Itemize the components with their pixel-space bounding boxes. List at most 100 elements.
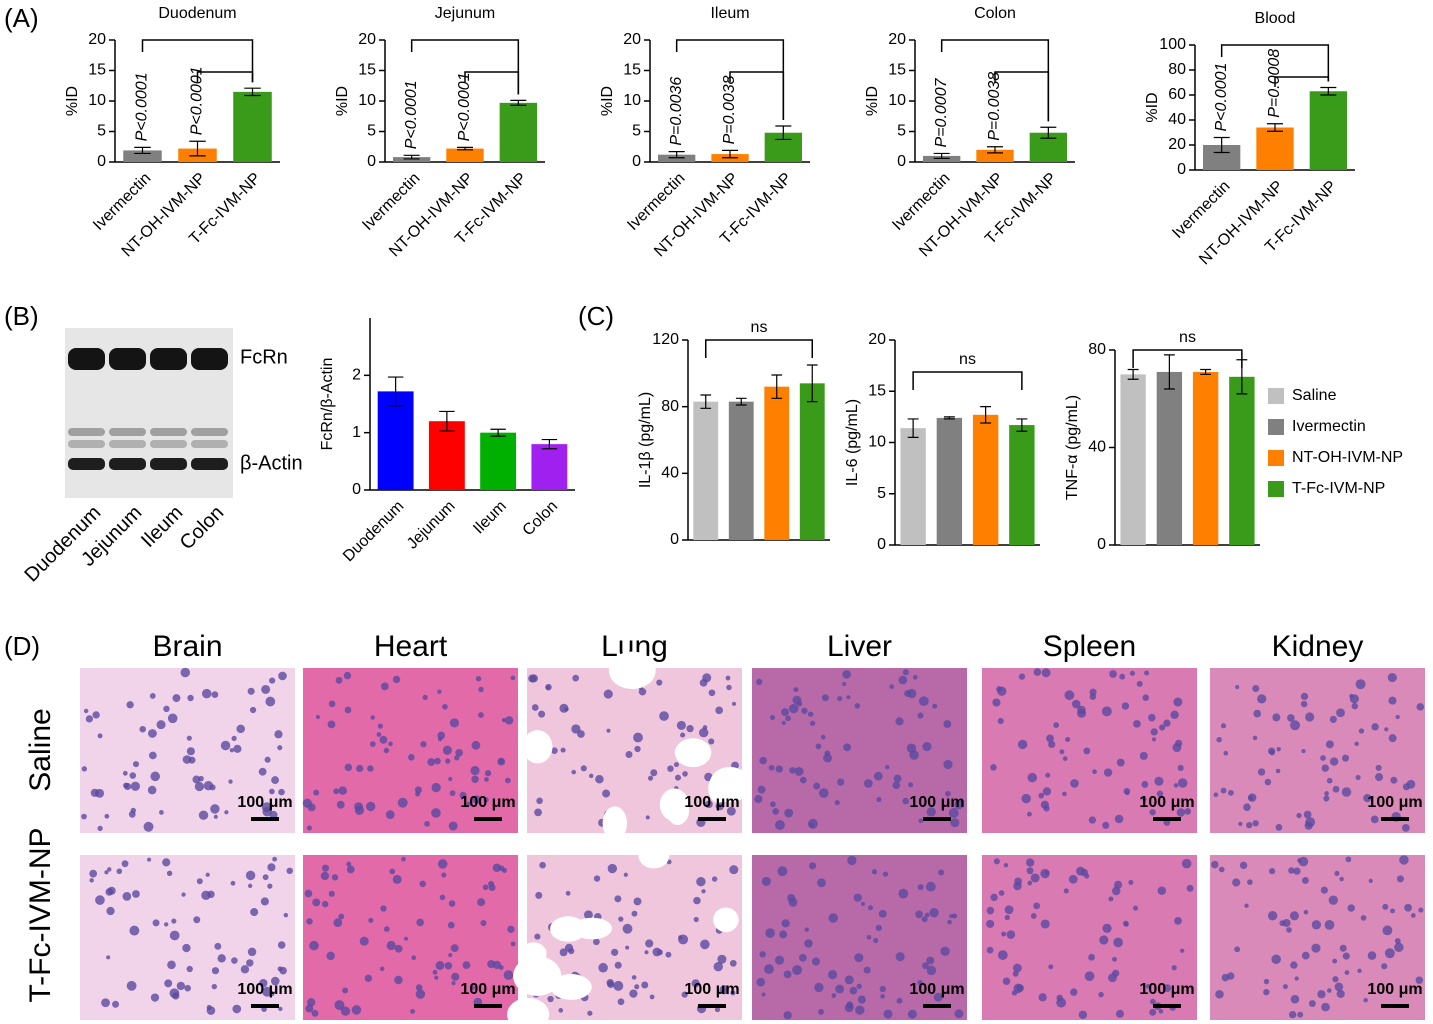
nucleus (122, 770, 128, 776)
nucleus (129, 925, 140, 936)
p-value: P<0.0001 (189, 66, 206, 135)
nucleus (657, 949, 663, 956)
nucleus (306, 825, 313, 831)
nucleus (143, 821, 154, 832)
error-bar (189, 140, 206, 157)
nucleus (837, 778, 845, 786)
nucleus (1324, 919, 1335, 930)
p-value: P=0.0007 (933, 77, 950, 147)
nucleus (1238, 821, 1243, 826)
nucleus (247, 947, 257, 957)
nucleus (1150, 728, 1158, 736)
nucleus (587, 1010, 593, 1016)
nucleus (470, 765, 480, 776)
nucleus (784, 808, 794, 818)
significance: ns (959, 351, 976, 368)
nucleus (1276, 747, 1281, 752)
nucleus (759, 951, 766, 958)
nucleus (1149, 1008, 1157, 1016)
nucleus (1184, 808, 1192, 815)
nucleus (126, 701, 134, 709)
nucleus (81, 813, 87, 820)
nucleus (1133, 719, 1141, 728)
nucleus (761, 876, 771, 886)
bracket (196, 71, 254, 83)
nucleus (875, 924, 883, 932)
nucleus (818, 788, 829, 798)
error-bar (668, 151, 685, 159)
nucleus (681, 991, 688, 998)
nucleus (442, 745, 452, 755)
nucleus (986, 906, 995, 915)
nucleus (1311, 920, 1322, 930)
nucleus (1396, 875, 1404, 883)
nucleus (705, 800, 713, 809)
nucleus (634, 984, 640, 990)
nucleus (432, 969, 438, 975)
nucleus (1062, 791, 1067, 797)
nucleus (315, 714, 320, 720)
error-bar (403, 154, 420, 160)
nucleus (445, 758, 451, 764)
nucleus (1358, 728, 1365, 734)
nucleus (1298, 856, 1309, 867)
nucleus (1342, 952, 1350, 960)
nucleus (123, 782, 129, 789)
nucleus (444, 961, 453, 970)
nucleus (1382, 903, 1389, 910)
nucleus (1388, 734, 1397, 743)
nucleus (951, 913, 958, 919)
nucleus (783, 970, 792, 979)
nucleus (856, 983, 862, 990)
nucleus (1334, 982, 1344, 992)
chart-title: Jejunum (435, 5, 495, 22)
nucleus (1006, 930, 1016, 939)
bar (693, 401, 719, 540)
nucleus (1297, 1011, 1304, 1018)
nucleus (379, 966, 385, 972)
nucleus (761, 992, 766, 997)
histology-image: 100 μm (80, 667, 295, 833)
nucleus (1257, 768, 1266, 776)
nucleus (715, 801, 725, 811)
y-tick-label: 80 (1168, 61, 1186, 78)
y-tick-label: 0 (632, 153, 641, 170)
nucleus (1030, 873, 1040, 883)
p-value: P=0.0008 (1266, 49, 1283, 118)
nucleus (1355, 679, 1366, 690)
nucleus (998, 890, 1005, 896)
nucleus (898, 675, 908, 685)
chart-title: Ileum (710, 5, 749, 22)
airspace (507, 997, 550, 1024)
nucleus (385, 810, 395, 819)
airspace (522, 730, 553, 764)
nucleus (501, 718, 506, 723)
nucleus (211, 967, 220, 975)
y-tick-label: 5 (897, 123, 906, 140)
nucleus (1080, 868, 1089, 877)
nucleus (796, 701, 803, 707)
nucleus (392, 874, 402, 884)
nucleus (278, 1006, 283, 1012)
nucleus (613, 980, 624, 991)
nucleus (917, 884, 924, 891)
nucleus (1363, 997, 1368, 1003)
nucleus (149, 751, 157, 760)
nucleus (1332, 785, 1340, 793)
nucleus (359, 936, 369, 946)
nucleus (917, 980, 923, 986)
error-bar (1040, 126, 1057, 139)
nucleus (449, 790, 456, 797)
tissue (1210, 855, 1425, 1020)
nucleus (1247, 879, 1253, 885)
nucleus (198, 775, 204, 782)
blot-band (68, 458, 105, 470)
nucleus (818, 1008, 824, 1015)
bar (393, 157, 431, 162)
nucleus (873, 937, 879, 944)
nucleus (849, 986, 858, 995)
nucleus (1116, 758, 1125, 767)
nucleus (813, 782, 821, 790)
error-bar (541, 438, 558, 450)
nucleus (884, 764, 890, 770)
